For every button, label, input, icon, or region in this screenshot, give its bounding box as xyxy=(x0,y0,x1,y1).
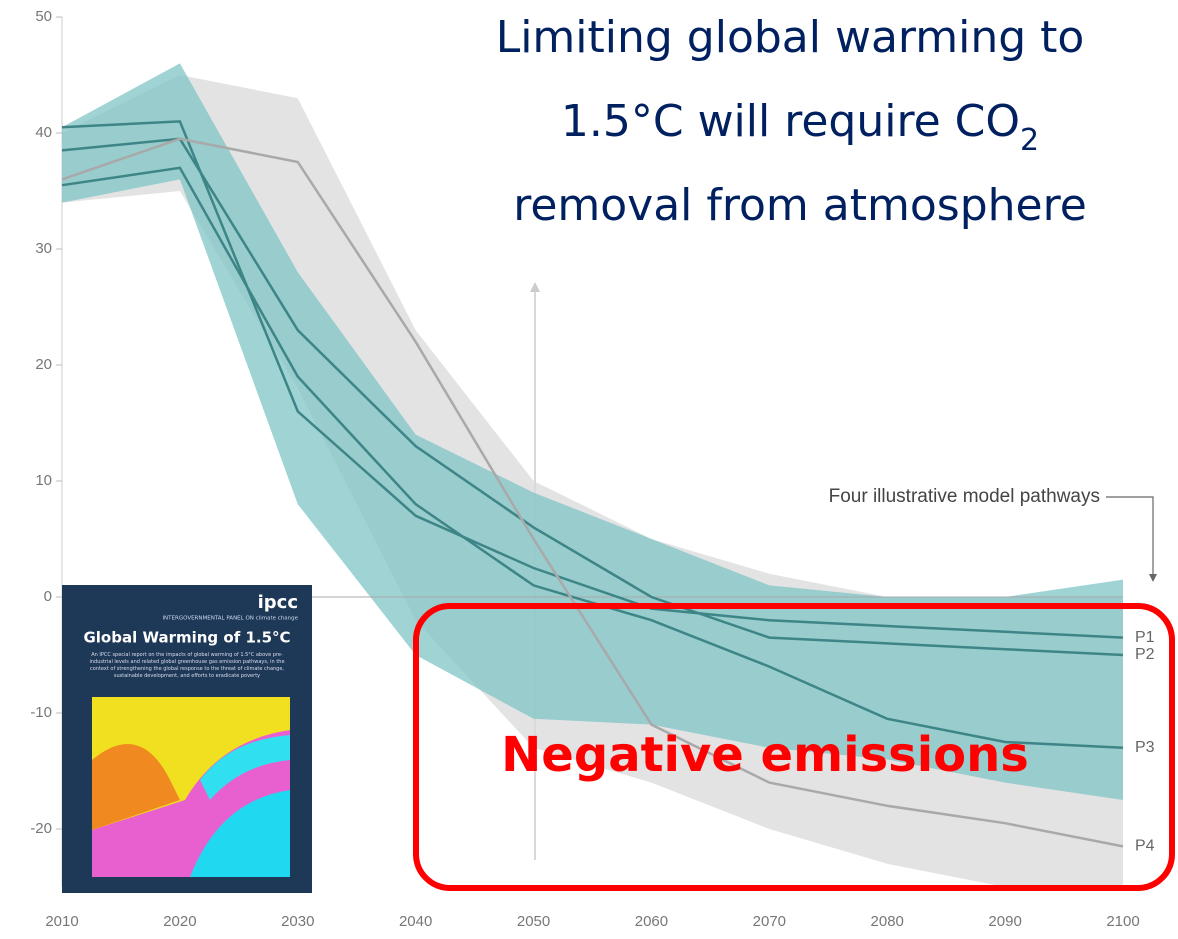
cover-desc: An IPCC special report on the impacts of… xyxy=(89,652,285,679)
y-tick-label: -20 xyxy=(30,820,52,837)
series-label: P4 xyxy=(1135,838,1155,855)
cover-org: INTERGOVERNMENTAL PANEL ON climate chang… xyxy=(162,616,298,622)
title-line: Limiting global warming to xyxy=(496,12,1085,63)
y-tick-label: 40 xyxy=(35,124,52,141)
x-tick-label: 2070 xyxy=(753,913,786,930)
x-tick-label: 2040 xyxy=(399,913,432,930)
subscript: 2 xyxy=(1020,123,1039,158)
x-tick-label: 2080 xyxy=(871,913,904,930)
y-tick-label: 0 xyxy=(44,588,52,605)
bracket xyxy=(1106,496,1154,578)
y-tick-label: 10 xyxy=(35,472,52,489)
series-label: P2 xyxy=(1135,646,1155,663)
y-tick-label: 30 xyxy=(35,240,52,257)
highlight-box xyxy=(413,603,1175,891)
title-part: 1.5°C will require CO xyxy=(561,96,1020,147)
cover-art xyxy=(190,790,290,877)
series-line xyxy=(61,137,1124,657)
cover-art xyxy=(200,735,290,800)
arrow-head xyxy=(530,282,540,292)
cover-desc-box: An IPCC special report on the impacts of… xyxy=(89,652,285,679)
report-cover: ipcc INTERGOVERNMENTAL PANEL ON climate … xyxy=(62,585,312,893)
y-tick-label: 20 xyxy=(35,356,52,373)
cover-title: Global Warming of 1.5°C xyxy=(83,629,290,647)
y-tick-label: 50 xyxy=(35,8,52,25)
cover-art xyxy=(92,744,180,830)
x-tick-label: 2090 xyxy=(988,913,1021,930)
series-line xyxy=(61,166,1124,750)
title-line: 1.5°C will require CO2 xyxy=(561,96,1039,158)
cover-logo: ipcc xyxy=(258,592,298,613)
x-tick-label: 2020 xyxy=(163,913,196,930)
range-band xyxy=(62,63,1123,800)
annotation: Four illustrative model pathways xyxy=(829,486,1100,507)
series-line xyxy=(61,137,1124,848)
x-tick-label: 2060 xyxy=(635,913,668,930)
annotation: Negative emissions xyxy=(501,727,1029,783)
x-tick-label: 2010 xyxy=(45,913,78,930)
title-line: removal from atmosphere xyxy=(513,180,1087,231)
series-line xyxy=(61,120,1124,639)
y-tick-label: -10 xyxy=(30,704,52,721)
x-tick-label: 2050 xyxy=(517,913,550,930)
x-tick-label: 2030 xyxy=(281,913,314,930)
series-label: P3 xyxy=(1135,739,1155,756)
arrow-head xyxy=(1149,574,1157,582)
series-label: P1 xyxy=(1135,629,1155,646)
x-tick-label: 2100 xyxy=(1106,913,1139,930)
